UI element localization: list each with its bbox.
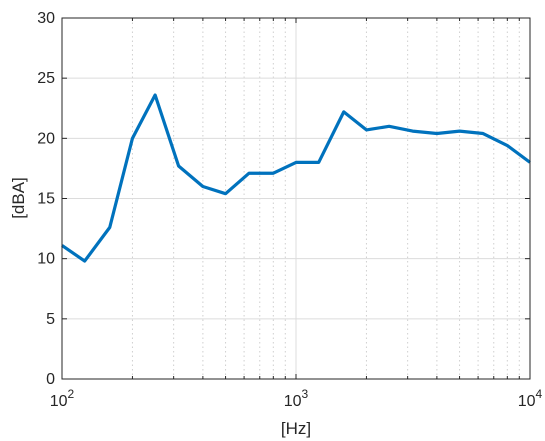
x-tick-label-exponent: 3 — [302, 387, 309, 401]
y-tick-label: 25 — [37, 70, 55, 87]
series-line — [61, 93, 531, 263]
y-tick-label: 30 — [37, 10, 55, 27]
x-tick-label-base: 10 — [284, 393, 302, 410]
y-tick-label: 10 — [37, 251, 55, 268]
y-tick-label: 0 — [46, 371, 55, 388]
x-tick-label: 102 — [50, 387, 75, 410]
x-tick-label-base: 10 — [518, 393, 536, 410]
x-tick-label: 103 — [284, 387, 309, 410]
grid — [62, 18, 530, 379]
x-tick-label-exponent: 4 — [536, 387, 543, 401]
x-tick-label: 104 — [518, 387, 543, 410]
x-tick-label-exponent: 2 — [68, 387, 75, 401]
ticks — [61, 17, 531, 380]
y-tick-label: 5 — [46, 311, 55, 328]
y-axis-title: [dBA] — [9, 177, 28, 219]
series-layer — [61, 93, 531, 263]
x-tick-label-base: 10 — [50, 393, 68, 410]
y-tick-label: 20 — [37, 130, 55, 147]
x-axis-title: [Hz] — [281, 419, 311, 438]
y-tick-label: 15 — [37, 191, 55, 208]
